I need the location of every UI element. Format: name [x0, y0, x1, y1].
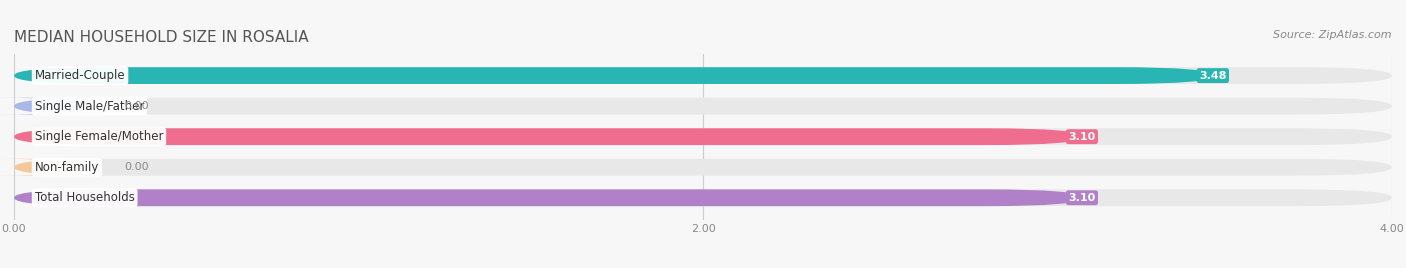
Text: 3.10: 3.10 [1069, 132, 1095, 142]
Text: Married-Couple: Married-Couple [35, 69, 125, 82]
Text: 3.10: 3.10 [1069, 193, 1095, 203]
Text: Single Male/Father: Single Male/Father [35, 100, 143, 113]
Text: 0.00: 0.00 [124, 101, 149, 111]
Text: Source: ZipAtlas.com: Source: ZipAtlas.com [1274, 30, 1392, 40]
FancyBboxPatch shape [14, 159, 1392, 176]
Text: Total Households: Total Households [35, 191, 135, 204]
FancyBboxPatch shape [14, 98, 1392, 114]
FancyBboxPatch shape [0, 98, 108, 114]
FancyBboxPatch shape [14, 67, 1213, 84]
FancyBboxPatch shape [14, 67, 1392, 84]
Text: 0.00: 0.00 [124, 162, 149, 172]
Text: Non-family: Non-family [35, 161, 98, 174]
FancyBboxPatch shape [14, 128, 1083, 145]
FancyBboxPatch shape [0, 159, 108, 176]
Text: Single Female/Mother: Single Female/Mother [35, 130, 163, 143]
FancyBboxPatch shape [14, 189, 1083, 206]
Text: MEDIAN HOUSEHOLD SIZE IN ROSALIA: MEDIAN HOUSEHOLD SIZE IN ROSALIA [14, 31, 309, 46]
FancyBboxPatch shape [14, 128, 1392, 145]
FancyBboxPatch shape [14, 189, 1392, 206]
Text: 3.48: 3.48 [1199, 70, 1226, 81]
